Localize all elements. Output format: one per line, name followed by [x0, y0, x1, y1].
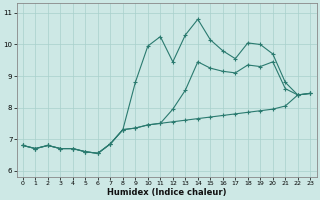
X-axis label: Humidex (Indice chaleur): Humidex (Indice chaleur) — [107, 188, 226, 197]
